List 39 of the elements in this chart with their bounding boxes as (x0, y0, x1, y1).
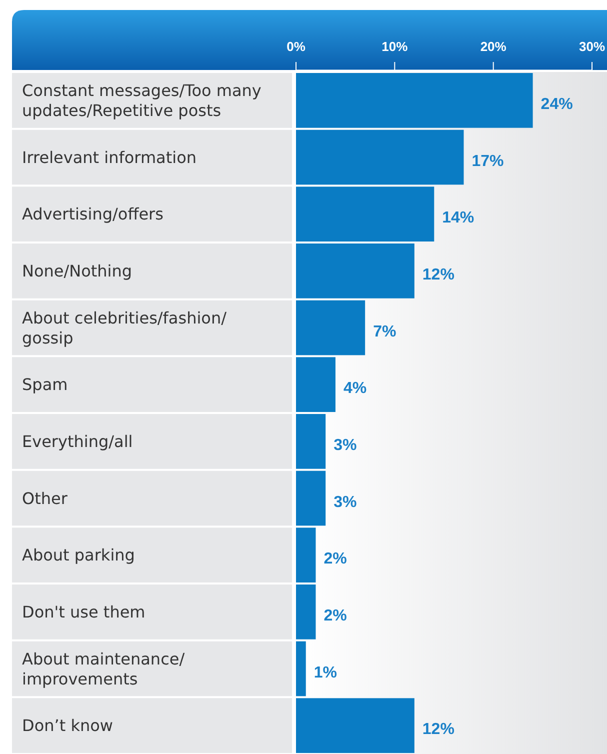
y-tick-label: Everything/all (22, 432, 133, 452)
y-tick-label: Constant messages/Too many updates/Repetitive posts (22, 81, 262, 120)
data-label: 24% (540, 96, 573, 114)
x-tick-label: 0% (286, 39, 306, 54)
y-tick-label: Don't use them (22, 602, 146, 622)
bar (296, 414, 326, 469)
x-tick-label: 20% (480, 39, 507, 54)
bar (296, 470, 326, 526)
y-tick-label: Advertising/offers (22, 204, 164, 224)
y-tick-label: None/Nothing (22, 262, 132, 281)
bar (296, 186, 434, 242)
bar (296, 73, 533, 128)
bar (296, 641, 306, 696)
bar (296, 300, 366, 356)
data-label: 2% (324, 550, 347, 568)
data-label: 3% (334, 437, 357, 454)
data-label: 12% (422, 721, 454, 738)
data-label: 7% (373, 323, 396, 340)
bar (296, 698, 414, 753)
bar (296, 130, 464, 185)
bar (296, 244, 414, 298)
data-label: 2% (324, 608, 347, 625)
y-tick-label: About parking (22, 546, 135, 565)
bar (296, 528, 316, 582)
data-label: 14% (442, 210, 474, 227)
y-tick-label: Spam (22, 375, 68, 394)
bar (296, 357, 336, 412)
x-tick-label: 30% (578, 39, 606, 54)
y-tick-label: About maintenance/improvements (22, 649, 186, 688)
data-label: 1% (314, 664, 337, 682)
bar (296, 584, 316, 640)
y-tick-label: Other (22, 488, 68, 508)
data-label: 3% (334, 494, 357, 511)
x-tick-label: 10% (382, 39, 408, 54)
data-label: 4% (343, 380, 367, 398)
data-label: 17% (472, 152, 504, 170)
data-label: 12% (422, 266, 454, 284)
y-tick-label: About celebrities/fashion/gossip (22, 308, 228, 348)
y-tick-label: Irrelevant information (22, 148, 196, 167)
